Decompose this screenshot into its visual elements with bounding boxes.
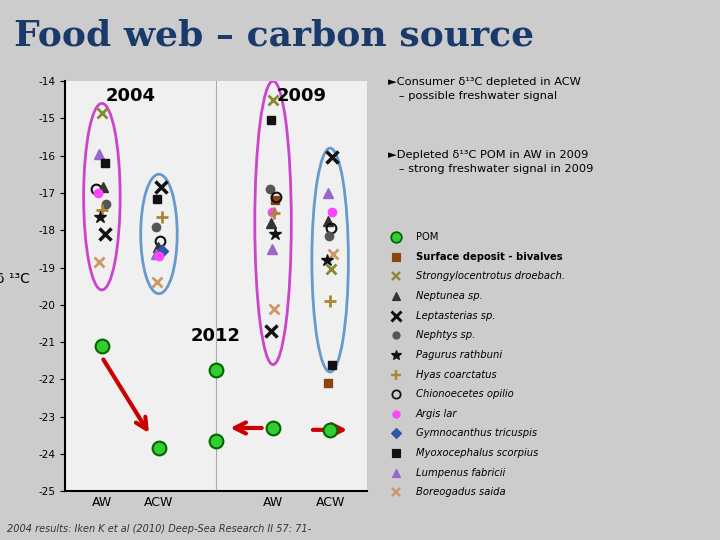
Text: ►Consumer δ¹³C depleted in ACW
   – possible freshwater signal: ►Consumer δ¹³C depleted in ACW – possibl… [388,77,581,100]
Text: Surface deposit - bivalves: Surface deposit - bivalves [415,252,562,262]
Text: ►Depleted δ¹³C POM in AW in 2009
   – strong freshwater signal in 2009: ►Depleted δ¹³C POM in AW in 2009 – stron… [388,150,593,173]
Text: 2009: 2009 [276,86,327,105]
Text: Nephtys sp.: Nephtys sp. [415,330,475,340]
Text: Neptunea sp.: Neptunea sp. [415,291,482,301]
Text: Pagurus rathbuni: Pagurus rathbuni [415,350,502,360]
Text: Myoxocephalus scorpius: Myoxocephalus scorpius [415,448,538,458]
Text: Lumpenus fabricii: Lumpenus fabricii [415,468,505,478]
Text: 2004: 2004 [105,86,156,105]
Text: Hyas coarctatus: Hyas coarctatus [415,369,496,380]
Text: Food web – carbon source: Food web – carbon source [14,19,534,53]
Text: 2004 results: Iken K et al (2010) Deep-Sea Research II 57: 71-: 2004 results: Iken K et al (2010) Deep-S… [7,524,311,534]
Text: Strongylocentrotus droebach.: Strongylocentrotus droebach. [415,272,564,281]
Text: Boreogadus saida: Boreogadus saida [415,488,505,497]
Text: POM: POM [415,232,438,242]
Y-axis label: δ ¹³C: δ ¹³C [0,272,30,286]
Text: Argis lar: Argis lar [415,409,457,419]
Text: Gymnocanthus tricuspis: Gymnocanthus tricuspis [415,428,537,438]
Text: Leptasterias sp.: Leptasterias sp. [415,310,495,321]
Text: Chionoecetes opilio: Chionoecetes opilio [415,389,513,399]
Text: 2012: 2012 [191,327,241,345]
